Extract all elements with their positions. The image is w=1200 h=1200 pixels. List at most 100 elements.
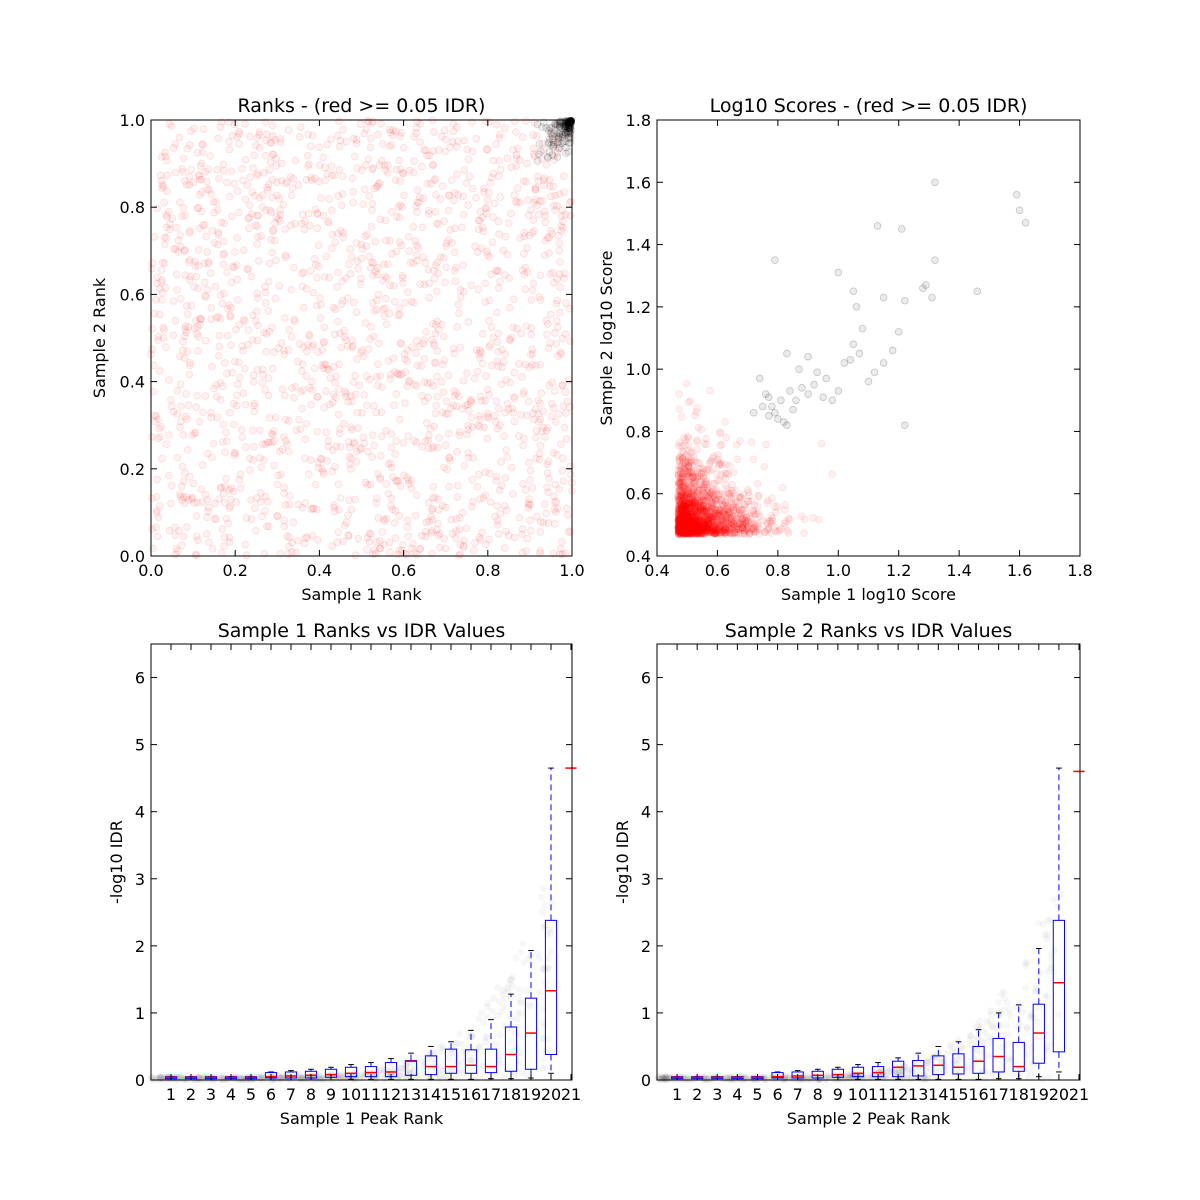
scatter-point-red xyxy=(528,484,537,492)
scatter-point-red xyxy=(438,182,447,190)
scatter-point-red xyxy=(167,481,176,490)
x-tick-label: 0.6 xyxy=(391,561,416,580)
scatter-point-red xyxy=(152,296,160,304)
scatter-point-red xyxy=(302,419,311,428)
scatter-point-red xyxy=(219,260,228,269)
scatter-point-red xyxy=(445,191,454,200)
scatter-point-red xyxy=(327,244,336,253)
scatter-point-red xyxy=(178,462,187,471)
scatter-point-red xyxy=(463,369,471,377)
scatter-point-red xyxy=(478,359,487,368)
scatter-point-red xyxy=(451,224,459,233)
scatter-point-red xyxy=(258,379,267,387)
scatter-point-red xyxy=(557,212,566,220)
scatter-point-red xyxy=(376,544,384,553)
scatter-point-red xyxy=(197,207,206,216)
scatter-point-red xyxy=(218,299,226,308)
scatter-point-red xyxy=(523,534,532,543)
scatter-point-red xyxy=(227,304,235,312)
scatter-point-red xyxy=(753,480,762,488)
scatter-point-red xyxy=(169,297,178,305)
x-tick-label: 4 xyxy=(226,1085,236,1104)
scatter-point-red xyxy=(487,173,496,182)
scatter-point-red xyxy=(469,453,477,462)
y-tick-label: 0.4 xyxy=(626,547,651,566)
scatter-point-red xyxy=(277,159,286,168)
scatter-point-red xyxy=(501,232,510,241)
scatter-point-red xyxy=(236,373,244,382)
scatter-point-red xyxy=(518,548,527,557)
scatter-point-red xyxy=(328,230,337,239)
background-point xyxy=(496,1031,503,1038)
scatter-point-red xyxy=(449,196,458,204)
scatter-point-red xyxy=(183,523,191,531)
scatter-point-red xyxy=(194,171,203,179)
scatter-point-red xyxy=(276,138,285,147)
scatter-point-red xyxy=(347,392,355,400)
scatter-point-red xyxy=(337,343,345,352)
scatter-point-red xyxy=(167,122,176,131)
scatter-point-red xyxy=(372,494,381,502)
scatter-point-red xyxy=(219,167,228,175)
scatter-point-red xyxy=(260,456,268,464)
y-tick-label: 1.0 xyxy=(626,360,651,379)
scatter-point-red xyxy=(448,176,456,184)
scatter-point-red xyxy=(468,475,477,484)
scatter-point-red xyxy=(158,258,167,267)
scatter-point-red xyxy=(453,448,461,456)
scatter-point-red xyxy=(304,470,313,478)
x-tick-label: 0.8 xyxy=(475,561,500,580)
scatter-point-red xyxy=(250,407,259,416)
scatter-point-red xyxy=(328,171,336,180)
scatter-point-red xyxy=(469,546,478,555)
scatter-point-red xyxy=(415,342,424,351)
scatter-point-red xyxy=(226,311,234,320)
scatter-point-red xyxy=(523,159,531,168)
scatter-point-red xyxy=(482,209,491,218)
scatter-point-red xyxy=(440,535,448,543)
scatter-point-red xyxy=(313,393,321,401)
scatter-point-red xyxy=(371,267,380,276)
scatter-point-red xyxy=(360,439,369,448)
scatter-point-red xyxy=(240,364,249,373)
x-axis-label: Sample 1 log10 Score xyxy=(781,585,956,604)
scatter-point-red xyxy=(191,316,200,325)
scatter-point-red xyxy=(239,315,248,324)
scatter-point-black xyxy=(548,132,557,140)
scatter-point-red xyxy=(517,373,526,381)
scatter-point-red xyxy=(280,350,288,359)
scatter-point-red xyxy=(317,194,325,202)
scatter-point-red xyxy=(328,446,337,454)
scatter-point-red xyxy=(313,273,321,282)
scatter-point-black xyxy=(804,352,812,361)
scatter-point-red xyxy=(420,355,429,363)
scatter-point-red xyxy=(182,390,191,398)
scatter-point-red xyxy=(524,503,533,512)
scatter-point-red xyxy=(762,440,770,449)
scatter-point-red xyxy=(188,431,196,440)
scatter-point-red xyxy=(349,134,358,143)
scatter-point-red xyxy=(370,184,378,193)
scatter-point-red xyxy=(291,156,300,165)
scatter-point-red xyxy=(374,514,383,522)
scatter-point-red xyxy=(158,180,167,189)
scatter-point-red xyxy=(464,425,473,434)
scatter-point-red xyxy=(331,462,339,471)
scatter-point-red xyxy=(491,417,500,426)
scatter-point-red xyxy=(194,204,202,212)
scatter-point-red xyxy=(322,387,330,395)
scatter-point-red xyxy=(269,132,277,141)
scatter-point-red xyxy=(330,507,339,516)
scatter-point-red xyxy=(369,164,377,173)
scatter-point-red xyxy=(372,183,381,191)
scatter-point-red xyxy=(366,480,375,489)
scatter-point-red xyxy=(401,298,409,307)
scatter-point-red xyxy=(481,397,490,405)
scatter-point-red xyxy=(261,492,270,501)
scatter-point-red xyxy=(475,216,484,225)
scatter-point-red xyxy=(333,229,342,238)
scatter-point-red xyxy=(176,294,185,303)
scatter-point-red xyxy=(212,515,220,523)
scatter-point-red xyxy=(404,532,413,541)
scatter-point-black xyxy=(849,287,858,296)
